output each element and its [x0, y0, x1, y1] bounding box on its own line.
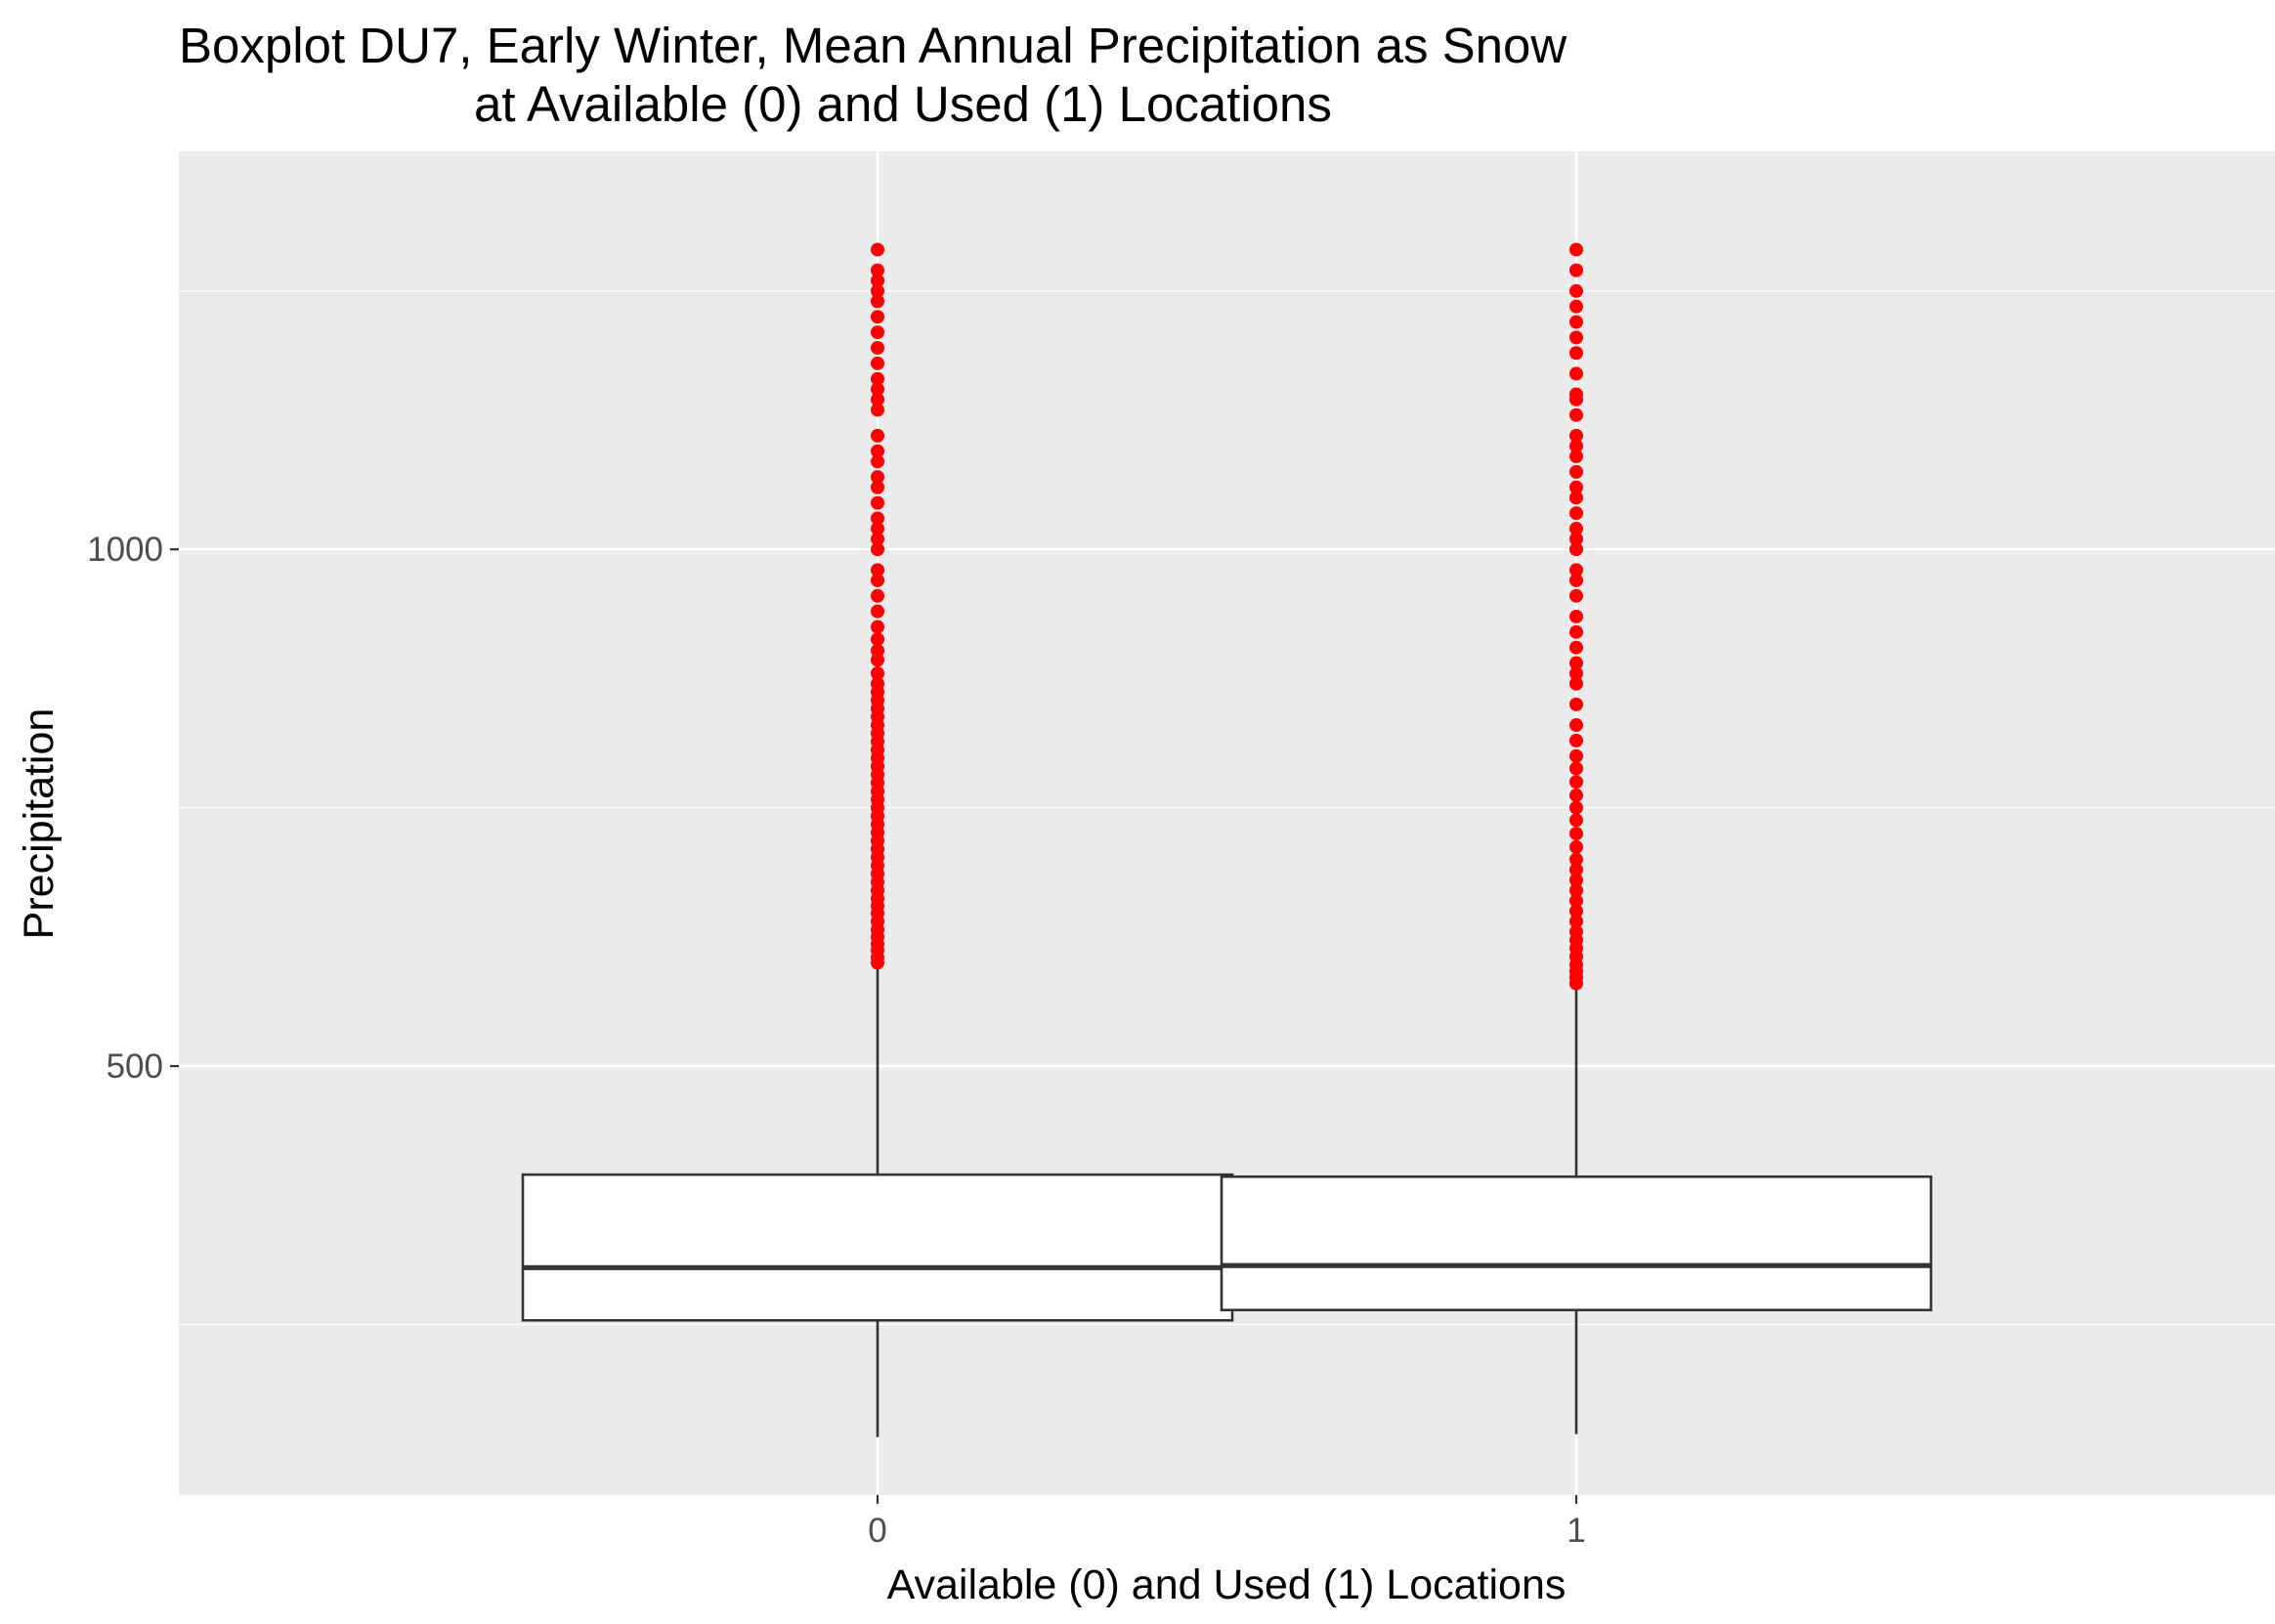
iqr-box	[521, 1173, 1234, 1322]
outlier-point	[1569, 609, 1583, 623]
outlier-point	[1569, 656, 1583, 670]
outlier-point	[871, 573, 884, 587]
outlier-point	[1569, 242, 1583, 257]
iqr-box	[1220, 1175, 1933, 1311]
outlier-point	[1569, 439, 1583, 453]
outlier-point	[1569, 640, 1583, 655]
outlier-point	[1569, 480, 1583, 494]
outlier-point	[1569, 387, 1583, 402]
outlier-point	[871, 511, 884, 526]
outlier-point	[1569, 346, 1583, 361]
outlier-point	[1569, 924, 1583, 939]
box-group-1	[1220, 983, 1933, 1434]
outlier-point	[871, 676, 884, 691]
outlier-point	[871, 470, 884, 485]
x-axis-title: Available (0) and Used (1) Locations	[887, 1561, 1567, 1608]
outlier-point	[1569, 588, 1583, 603]
y-tick-label: 1000	[87, 531, 163, 569]
outlier-point	[1569, 573, 1583, 587]
outlier-point	[871, 283, 884, 298]
outlier-point	[1569, 563, 1583, 577]
outlier-point	[871, 356, 884, 370]
outlier-point	[1569, 914, 1583, 928]
outlier-point	[1569, 330, 1583, 345]
chart-title-line-1: Boxplot DU7, Early Winter, Mean Annual P…	[179, 18, 1567, 73]
outlier-point	[1569, 893, 1583, 908]
outlier-point	[871, 563, 884, 577]
outlier-point	[1569, 666, 1583, 681]
outlier-point	[1569, 449, 1583, 464]
outlier-point	[1569, 428, 1583, 443]
outlier-point	[871, 294, 884, 309]
outlier-point	[1569, 366, 1583, 381]
outlier-point	[1569, 904, 1583, 919]
outlier-point	[871, 274, 884, 288]
y-axis-title: Precipitation	[16, 708, 63, 940]
outlier-point	[1569, 733, 1583, 748]
outlier-point	[1569, 532, 1583, 546]
outlier-point	[871, 242, 884, 257]
outlier-point	[1569, 542, 1583, 557]
x-tick-label: 1	[1567, 1512, 1585, 1550]
y-axis: 500 1000	[87, 531, 179, 1086]
chart-title-line-2: at Available (0) and Used (1) Locations	[474, 76, 1332, 132]
box-group-0	[521, 962, 1234, 1437]
x-tick-label: 0	[868, 1512, 886, 1550]
outlier-point	[1569, 491, 1583, 505]
outlier-point	[1569, 873, 1583, 887]
outlier-point	[871, 522, 884, 536]
boxes-layer	[521, 962, 1933, 1437]
outlier-point	[1569, 883, 1583, 898]
outlier-point	[871, 620, 884, 634]
outlier-point	[1569, 283, 1583, 298]
outlier-point	[1569, 863, 1583, 877]
outlier-point	[871, 588, 884, 603]
outlier-point	[1569, 827, 1583, 841]
outlier-point	[1569, 676, 1583, 691]
outlier-point	[871, 325, 884, 340]
outlier-point	[1569, 407, 1583, 422]
outlier-point	[1569, 624, 1583, 639]
outlier-point	[1569, 718, 1583, 733]
outlier-point	[1569, 506, 1583, 521]
outlier-point	[871, 392, 884, 406]
outlier-point	[1569, 464, 1583, 479]
outlier-point	[871, 371, 884, 386]
outliers-layer	[871, 242, 1583, 991]
outlier-point	[871, 604, 884, 619]
outlier-point	[871, 480, 884, 494]
outlier-point	[871, 403, 884, 417]
outlier-point	[871, 532, 884, 546]
outlier-point	[1569, 748, 1583, 763]
outlier-point	[1569, 813, 1583, 828]
outlier-point	[871, 643, 884, 658]
outlier-point	[871, 495, 884, 510]
outlier-point	[1569, 788, 1583, 802]
outlier-point	[871, 428, 884, 443]
outlier-point	[1569, 522, 1583, 536]
outlier-point	[1569, 775, 1583, 790]
outlier-point	[1569, 761, 1583, 776]
outlier-point	[871, 340, 884, 355]
outlier-point	[1569, 299, 1583, 314]
grid-minor	[179, 290, 2275, 1326]
outlier-point	[871, 263, 884, 278]
outlier-point	[1569, 852, 1583, 867]
outlier-point	[871, 444, 884, 458]
outlier-point	[871, 454, 884, 469]
outlier-point	[1569, 839, 1583, 854]
outlier-point	[1569, 263, 1583, 278]
y-tick-label: 500	[107, 1047, 163, 1086]
outlier-point	[871, 310, 884, 324]
outlier-point	[1569, 697, 1583, 711]
outlier-point	[1569, 800, 1583, 815]
outlier-point	[871, 632, 884, 647]
outlier-point	[871, 542, 884, 557]
outlier-point	[871, 666, 884, 681]
outlier-point	[1569, 315, 1583, 329]
outlier-point	[871, 382, 884, 397]
